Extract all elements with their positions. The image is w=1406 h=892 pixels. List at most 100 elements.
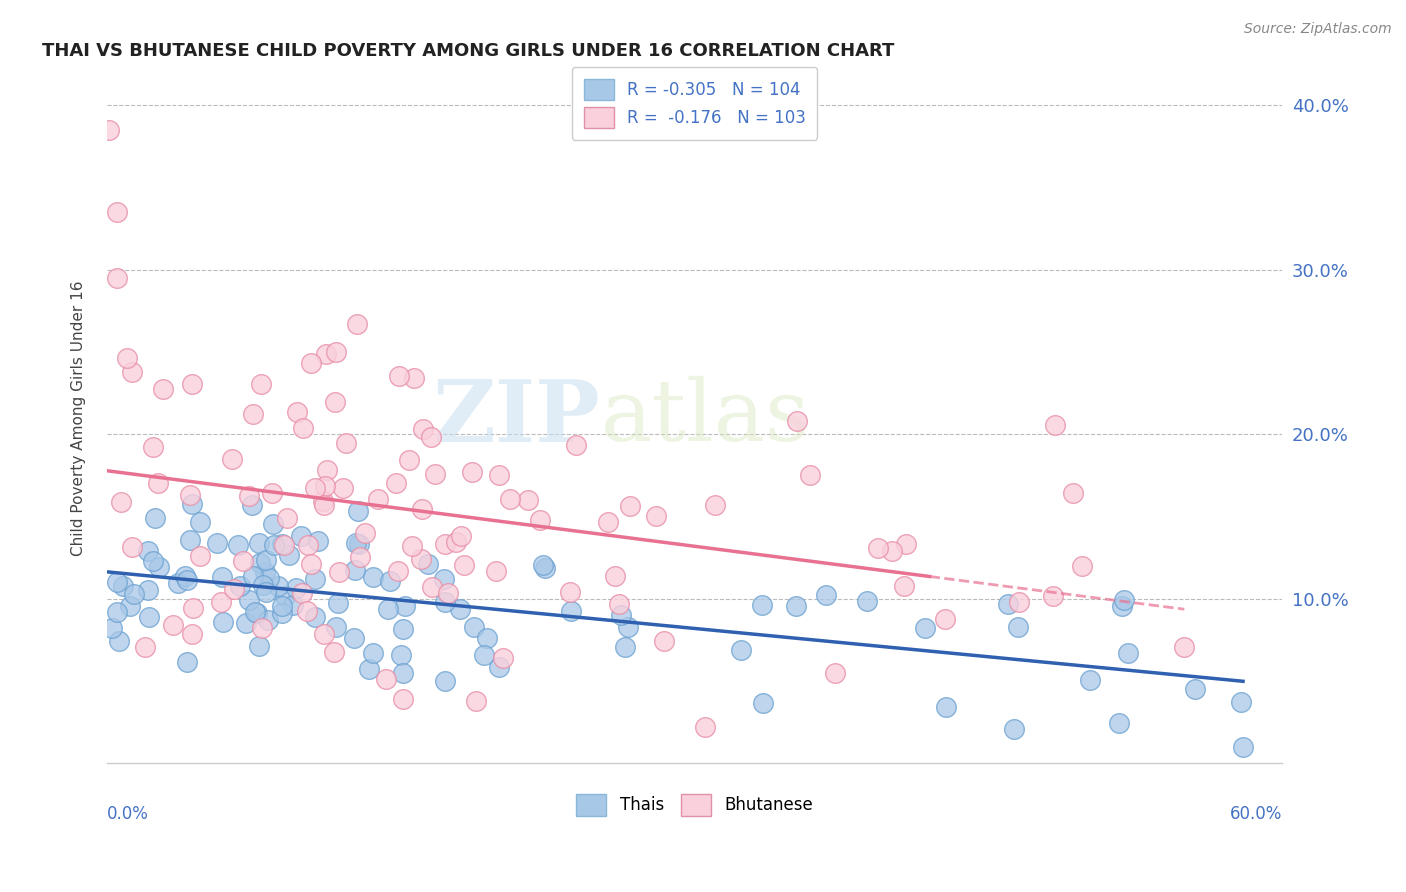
Point — [221, 452, 243, 467]
Point — [176, 573, 198, 587]
Point — [349, 550, 371, 565]
Point — [304, 610, 326, 624]
Point — [461, 465, 484, 479]
Point — [693, 720, 716, 734]
Point — [449, 602, 471, 616]
Point — [246, 606, 269, 620]
Point — [517, 492, 540, 507]
Point — [367, 492, 389, 507]
Point — [751, 696, 773, 710]
Point — [1002, 723, 1025, 737]
Point — [450, 528, 472, 542]
Point — [349, 537, 371, 551]
Point — [181, 600, 204, 615]
Point — [295, 604, 318, 618]
Point — [291, 586, 314, 600]
Text: 0.0%: 0.0% — [107, 805, 149, 822]
Point — [558, 585, 581, 599]
Point — [1108, 715, 1130, 730]
Point — [377, 602, 399, 616]
Point — [167, 575, 190, 590]
Point — [291, 420, 314, 434]
Point — [105, 271, 128, 285]
Point — [416, 557, 439, 571]
Point — [444, 535, 467, 549]
Point — [242, 407, 264, 421]
Point — [425, 467, 447, 481]
Point — [247, 639, 270, 653]
Point — [134, 640, 156, 655]
Point — [278, 549, 301, 563]
Point — [603, 568, 626, 582]
Point — [312, 494, 335, 508]
Point — [205, 536, 228, 550]
Point — [142, 441, 165, 455]
Point — [249, 556, 271, 570]
Point — [411, 501, 433, 516]
Point — [420, 580, 443, 594]
Point — [304, 482, 326, 496]
Point — [250, 377, 273, 392]
Point — [325, 344, 347, 359]
Text: THAI VS BHUTANESE CHILD POVERTY AMONG GIRLS UNDER 16 CORRELATION CHART: THAI VS BHUTANESE CHILD POVERTY AMONG GI… — [42, 42, 894, 60]
Point — [232, 554, 254, 568]
Point — [136, 582, 159, 597]
Point — [325, 620, 347, 634]
Point — [315, 347, 337, 361]
Point — [1007, 620, 1029, 634]
Point — [274, 589, 297, 603]
Point — [250, 621, 273, 635]
Point — [290, 528, 312, 542]
Point — [315, 463, 337, 477]
Point — [124, 587, 146, 601]
Point — [262, 517, 284, 532]
Point — [307, 534, 329, 549]
Point — [434, 673, 457, 688]
Point — [222, 582, 245, 596]
Point — [1111, 599, 1133, 613]
Point — [420, 430, 443, 444]
Point — [174, 569, 197, 583]
Point — [934, 612, 956, 626]
Point — [273, 538, 295, 552]
Point — [142, 553, 165, 567]
Point — [346, 317, 368, 331]
Point — [110, 495, 132, 509]
Point — [619, 499, 641, 513]
Point — [475, 631, 498, 645]
Point — [297, 538, 319, 552]
Point — [212, 615, 235, 629]
Text: atlas: atlas — [600, 376, 810, 459]
Point — [323, 394, 346, 409]
Point — [614, 640, 637, 655]
Point — [105, 574, 128, 589]
Point — [401, 539, 423, 553]
Point — [434, 595, 457, 609]
Point — [529, 513, 551, 527]
Point — [1232, 739, 1254, 754]
Point — [254, 585, 277, 599]
Point — [226, 539, 249, 553]
Point — [242, 569, 264, 583]
Point — [188, 549, 211, 563]
Point — [855, 594, 877, 608]
Point — [472, 648, 495, 662]
Point — [388, 368, 411, 383]
Point — [98, 123, 121, 137]
Point — [281, 599, 304, 613]
Point — [107, 633, 129, 648]
Point — [1071, 558, 1094, 573]
Point — [254, 565, 277, 579]
Point — [730, 642, 752, 657]
Point — [190, 516, 212, 530]
Point — [610, 607, 633, 622]
Point — [398, 453, 420, 467]
Point — [492, 651, 515, 665]
Point — [893, 579, 915, 593]
Point — [751, 598, 773, 612]
Point — [179, 488, 201, 502]
Point — [488, 468, 510, 483]
Point — [385, 476, 408, 491]
Point — [148, 560, 170, 574]
Point — [935, 700, 957, 714]
